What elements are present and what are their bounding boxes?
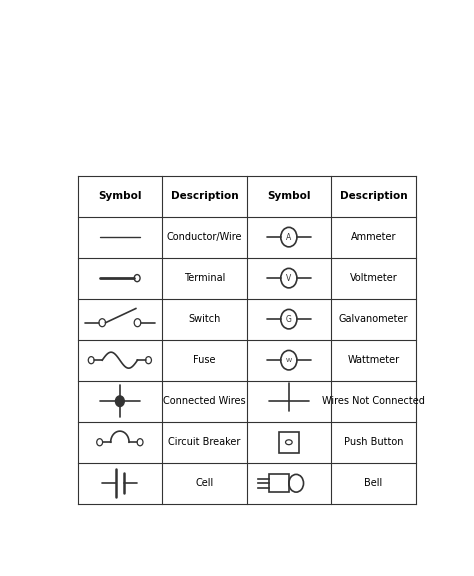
- Text: Wires Not Connected: Wires Not Connected: [322, 396, 425, 406]
- Text: Terminal: Terminal: [183, 273, 225, 283]
- Bar: [279, 431, 299, 453]
- Text: Connected Wires: Connected Wires: [163, 396, 246, 406]
- Text: Description: Description: [339, 191, 407, 201]
- Text: Voltmeter: Voltmeter: [349, 273, 397, 283]
- Text: Conductor/Wire: Conductor/Wire: [166, 232, 242, 242]
- Text: Circuit Breaker: Circuit Breaker: [168, 437, 240, 447]
- Text: Bell: Bell: [364, 478, 383, 488]
- Text: Switch: Switch: [188, 314, 220, 324]
- Text: Galvanometer: Galvanometer: [338, 314, 408, 324]
- Text: G: G: [286, 314, 292, 324]
- Text: Description: Description: [171, 191, 238, 201]
- Text: W: W: [286, 358, 292, 363]
- Text: Fuse: Fuse: [193, 355, 216, 365]
- Text: A: A: [286, 233, 292, 241]
- Circle shape: [116, 396, 124, 407]
- Text: Symbol: Symbol: [98, 191, 142, 201]
- Text: Push Button: Push Button: [344, 437, 403, 447]
- Text: V: V: [286, 274, 292, 283]
- Text: Cell: Cell: [195, 478, 213, 488]
- Text: Ammeter: Ammeter: [351, 232, 396, 242]
- Text: Symbol: Symbol: [267, 191, 310, 201]
- Bar: [269, 475, 289, 492]
- Text: Wattmeter: Wattmeter: [347, 355, 400, 365]
